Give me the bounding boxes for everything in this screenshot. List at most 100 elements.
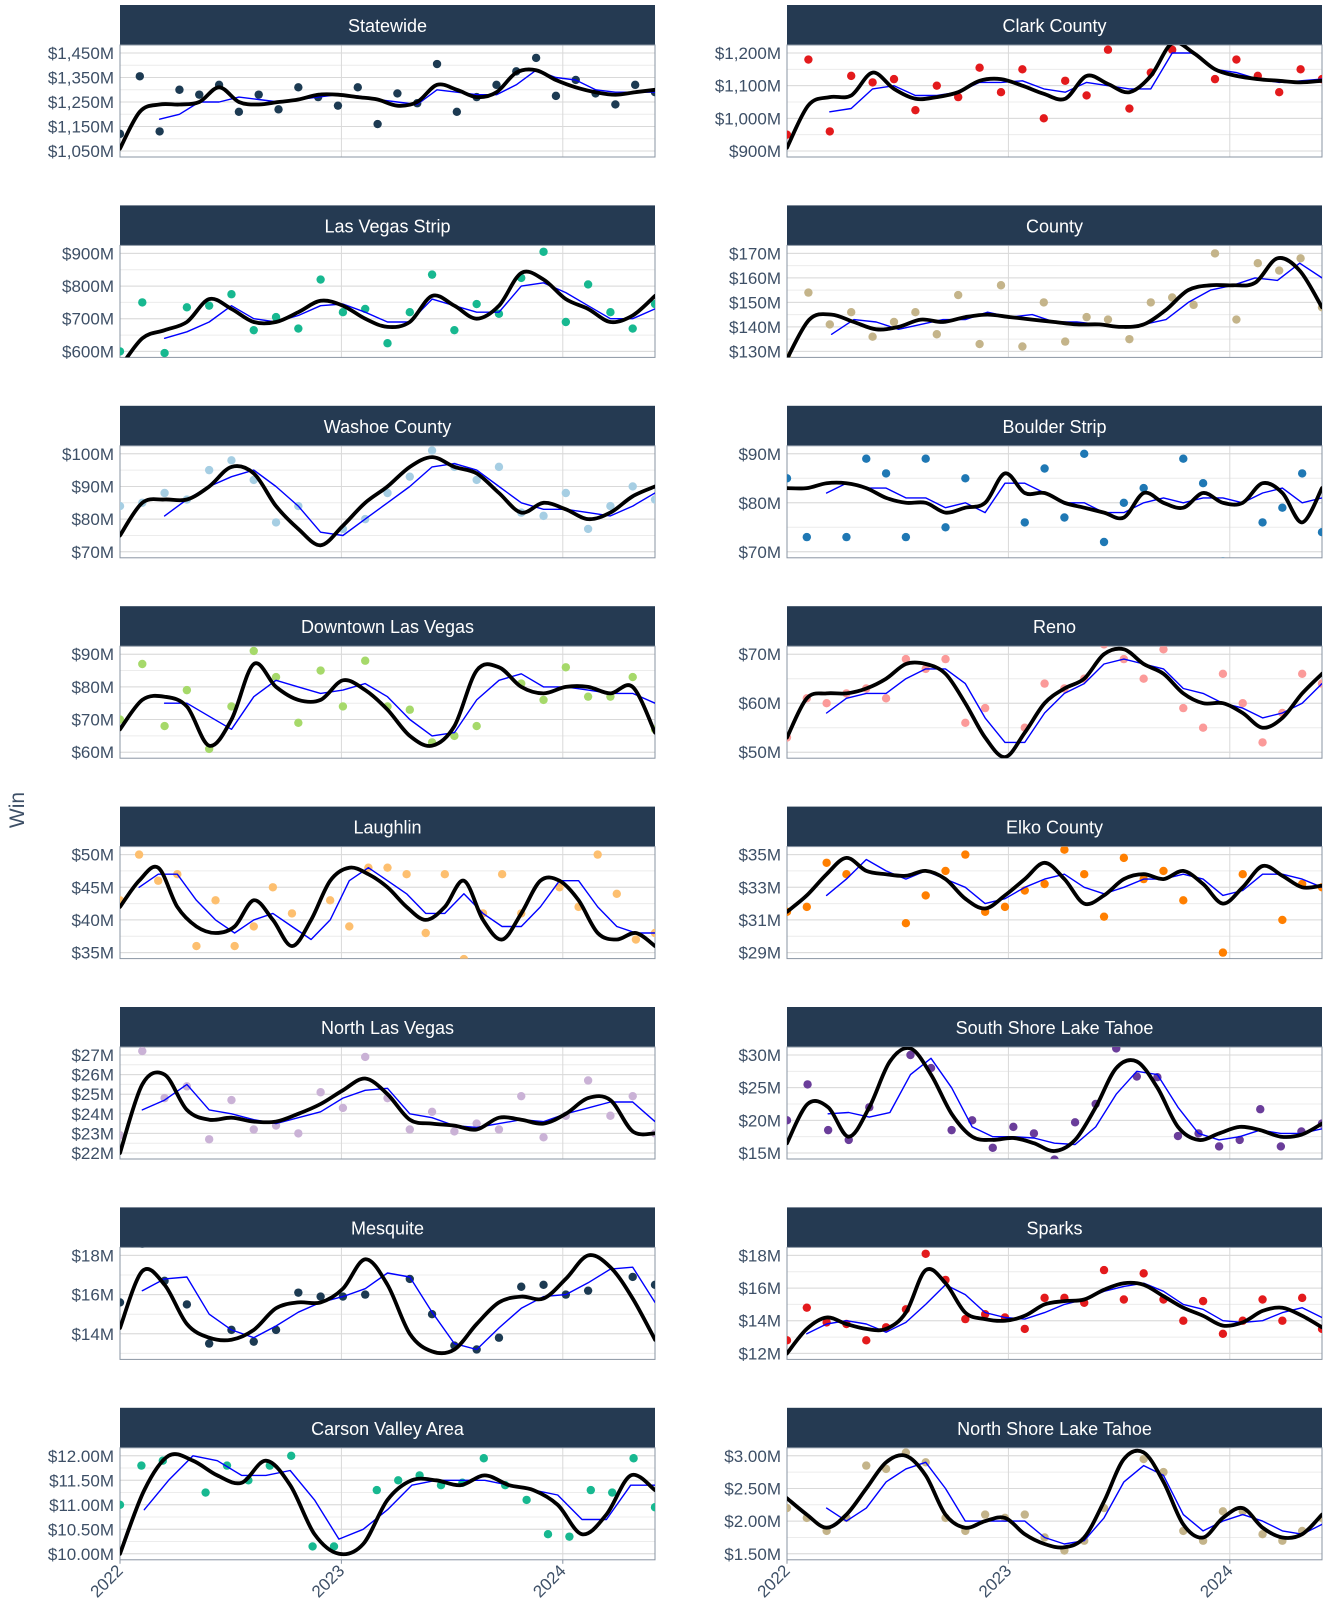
moving-average-line <box>143 1455 655 1540</box>
data-point <box>1278 915 1287 925</box>
data-point <box>1139 483 1148 493</box>
data-point <box>201 1488 210 1497</box>
y-tick-label: $90M <box>71 477 114 496</box>
data-point <box>497 870 507 879</box>
plot-border <box>786 645 1323 759</box>
data-point <box>803 1080 812 1089</box>
data-point <box>1218 1507 1228 1516</box>
data-point <box>271 312 281 322</box>
data-point <box>1317 679 1322 688</box>
data-point <box>1232 315 1241 324</box>
data-point <box>881 469 891 478</box>
y-tick-label: $1,350M <box>48 69 114 88</box>
data-point <box>802 1303 812 1312</box>
data-point <box>1070 1118 1080 1127</box>
plot-area <box>787 449 1322 585</box>
data-point <box>1112 1047 1121 1053</box>
data-point <box>1082 91 1091 100</box>
moving-average-line <box>163 462 655 537</box>
data-point <box>583 692 593 701</box>
data-point <box>195 90 204 99</box>
data-point <box>1040 679 1049 688</box>
data-point <box>911 105 920 115</box>
data-point <box>338 1103 348 1113</box>
y-tick-label: $80M <box>738 494 781 513</box>
data-point <box>1153 1073 1162 1082</box>
data-point <box>393 89 402 98</box>
data-point <box>629 1454 638 1463</box>
data-point <box>862 1336 871 1345</box>
y-tick-label: $60M <box>71 743 114 762</box>
plot-area <box>120 1451 655 1557</box>
data-point <box>961 718 970 727</box>
data-point <box>316 1088 325 1097</box>
data-point <box>405 1125 414 1134</box>
data-point <box>981 577 989 585</box>
moving-average-line <box>158 69 655 120</box>
data-point <box>450 731 459 741</box>
panel-title: North Shore Lake Tahoe <box>957 1419 1152 1439</box>
data-point <box>1039 114 1049 123</box>
trend-line <box>787 1267 1322 1356</box>
y-tick-label: $14M <box>738 1312 781 1331</box>
moving-average-line <box>806 1282 1322 1335</box>
data-point <box>954 92 963 102</box>
data-point <box>842 532 851 542</box>
data-point <box>402 870 411 879</box>
panel-header <box>787 1207 1322 1248</box>
data-point <box>517 1091 526 1101</box>
data-point <box>361 656 370 665</box>
panel-title: Reno <box>1033 617 1076 637</box>
plot-border <box>119 645 656 759</box>
trend-line <box>120 67 655 151</box>
data-point <box>1082 312 1091 322</box>
data-point <box>822 858 831 867</box>
data-point <box>911 308 920 317</box>
data-point <box>432 59 442 69</box>
moving-average-line <box>827 1057 1322 1146</box>
data-point <box>1001 787 1009 795</box>
data-point <box>1173 1131 1183 1141</box>
data-point <box>901 919 911 928</box>
data-point <box>825 320 834 329</box>
y-tick-label: $1,050M <box>48 142 114 161</box>
panel-boulder-strip: Boulder Strip $70M $80M $90M <box>738 405 1323 585</box>
plot-border <box>119 445 656 559</box>
data-point <box>373 119 382 129</box>
data-point <box>1238 870 1247 879</box>
y-tick-label: $25M <box>71 1085 114 1104</box>
data-point <box>947 1125 956 1135</box>
data-point <box>1276 1142 1286 1151</box>
data-point <box>1296 254 1305 263</box>
data-point <box>294 1288 303 1297</box>
y-tick-label: $25M <box>738 1079 781 1098</box>
data-point <box>980 1310 990 1319</box>
data-point <box>154 876 163 885</box>
panel-header <box>787 606 1322 647</box>
panel-header <box>120 606 655 647</box>
x-tick-label: 2024 <box>1196 1561 1236 1601</box>
data-point <box>450 1127 459 1136</box>
moving-average-line <box>829 52 1322 113</box>
y-tick-label: $40M <box>71 911 114 930</box>
plot-area <box>787 45 1322 150</box>
data-point <box>1159 562 1167 570</box>
panel-header <box>787 806 1322 847</box>
data-point <box>650 299 655 309</box>
y-tick-label: $1,150M <box>48 118 114 137</box>
data-point <box>120 129 125 139</box>
plot-border <box>119 846 656 960</box>
data-point <box>175 85 184 94</box>
plot-border <box>786 846 1323 960</box>
plot-area <box>787 1448 1322 1555</box>
data-point <box>294 1129 303 1138</box>
data-point <box>421 928 430 938</box>
y-tick-label: $22M <box>71 1144 114 1163</box>
panel-title: South Shore Lake Tahoe <box>956 1018 1154 1038</box>
data-point <box>1256 1105 1265 1114</box>
plot-border <box>786 44 1323 158</box>
y-tick-label: $70M <box>738 645 781 664</box>
data-point <box>961 1314 970 1324</box>
panel-title: Sparks <box>1026 1218 1082 1238</box>
plot-border <box>786 1246 1323 1360</box>
